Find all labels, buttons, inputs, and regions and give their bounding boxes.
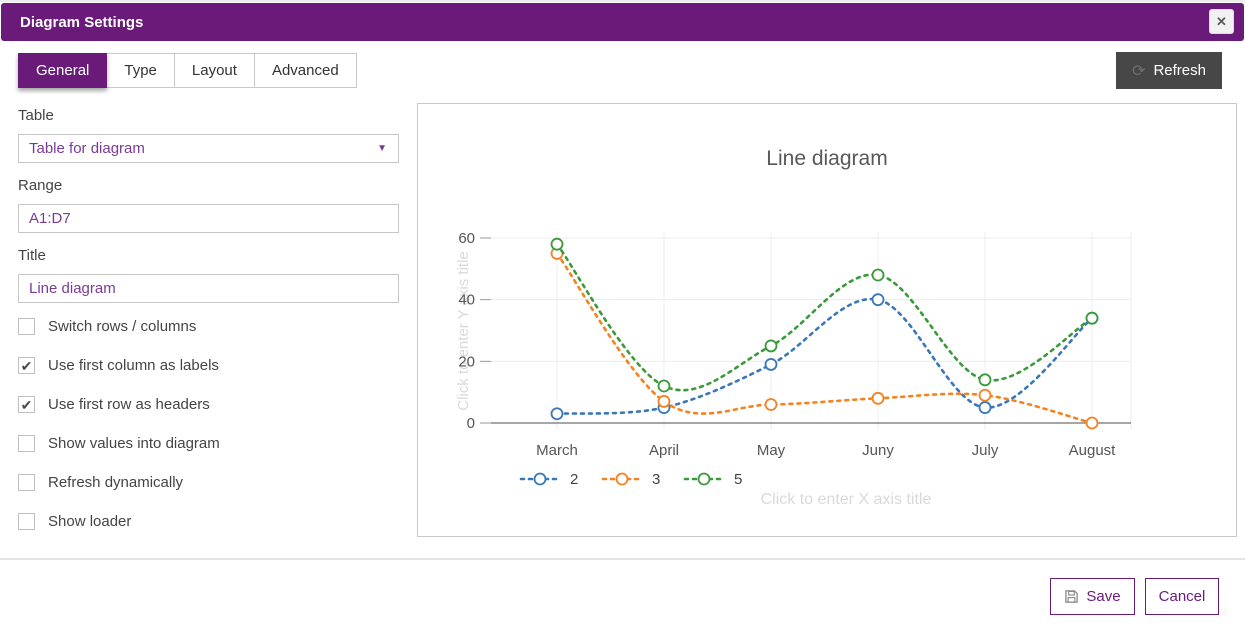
svg-text:40: 40 [458,292,475,309]
chart-preview-panel: Line diagram Click to enter Y axis title C… [417,103,1237,537]
refresh-button[interactable]: ⟳ Refresh [1116,52,1222,89]
dialog-titlebar[interactable]: Diagram Settings ✕ [1,3,1244,41]
checkbox-refresh-dynamically[interactable]: Refresh dynamically [18,474,399,491]
svg-text:April: April [649,442,679,459]
title-label: Title [18,247,46,264]
cancel-button[interactable]: Cancel [1145,578,1219,615]
checkbox-first-row-headers[interactable]: ✔ Use first row as headers [18,396,399,413]
checkbox-box[interactable] [18,513,35,530]
checkbox-box[interactable]: ✔ [18,396,35,413]
refresh-icon: ⟳ [1132,62,1146,80]
checkbox-list: Switch rows / columns ✔ Use first column… [18,318,399,530]
line-chart: Line diagram Click to enter Y axis title C… [455,147,1132,508]
svg-text:3: 3 [652,471,660,488]
svg-text:May: May [757,442,786,459]
title-input[interactable] [18,274,399,303]
checkbox-box[interactable] [18,318,35,335]
save-icon [1065,590,1079,603]
checkbox-box[interactable] [18,435,35,452]
save-button[interactable]: Save [1050,578,1135,615]
save-label: Save [1086,588,1121,605]
svg-text:August: August [1069,442,1117,459]
table-select[interactable]: Table for diagram [18,134,399,163]
svg-text:20: 20 [458,353,475,370]
table-label: Table [18,107,54,124]
svg-text:Juny: Juny [862,442,894,459]
tab-layout[interactable]: Layout [174,53,255,88]
top-divider [0,0,1245,2]
checkbox-first-column-labels[interactable]: ✔ Use first column as labels [18,357,399,374]
tab-general[interactable]: General [18,53,108,88]
checkbox-box[interactable] [18,474,35,491]
tab-type[interactable]: Type [107,53,175,88]
dialog-title: Diagram Settings [20,13,144,31]
checkbox-show-values[interactable]: Show values into diagram [18,435,399,452]
svg-text:Click to enter X axis title: Click to enter X axis title [761,491,932,508]
footer-divider [0,558,1245,560]
checkbox-switch-rows-columns[interactable]: Switch rows / columns [18,318,399,335]
tab-advanced[interactable]: Advanced [254,53,357,88]
tab-bar: General Type Layout Advanced [18,53,357,88]
range-input[interactable] [18,204,399,233]
svg-text:Click to enter Y axis title: Click to enter Y axis title [455,251,472,411]
range-label: Range [18,177,63,194]
refresh-label: Refresh [1153,62,1206,79]
svg-text:Line diagram: Line diagram [766,147,887,170]
svg-text:5: 5 [734,471,742,488]
cancel-label: Cancel [1158,588,1206,605]
settings-form: Table Table for diagram ▼ Range Title Sw… [18,107,399,552]
svg-text:July: July [972,442,999,459]
svg-text:60: 60 [458,230,475,247]
checkbox-show-loader[interactable]: Show loader [18,513,399,530]
table-select-wrap: Table for diagram ▼ [18,134,399,163]
close-icon[interactable]: ✕ [1209,9,1234,34]
svg-text:0: 0 [467,415,475,432]
checkbox-box[interactable]: ✔ [18,357,35,374]
svg-text:March: March [536,442,578,459]
svg-text:2: 2 [570,471,578,488]
